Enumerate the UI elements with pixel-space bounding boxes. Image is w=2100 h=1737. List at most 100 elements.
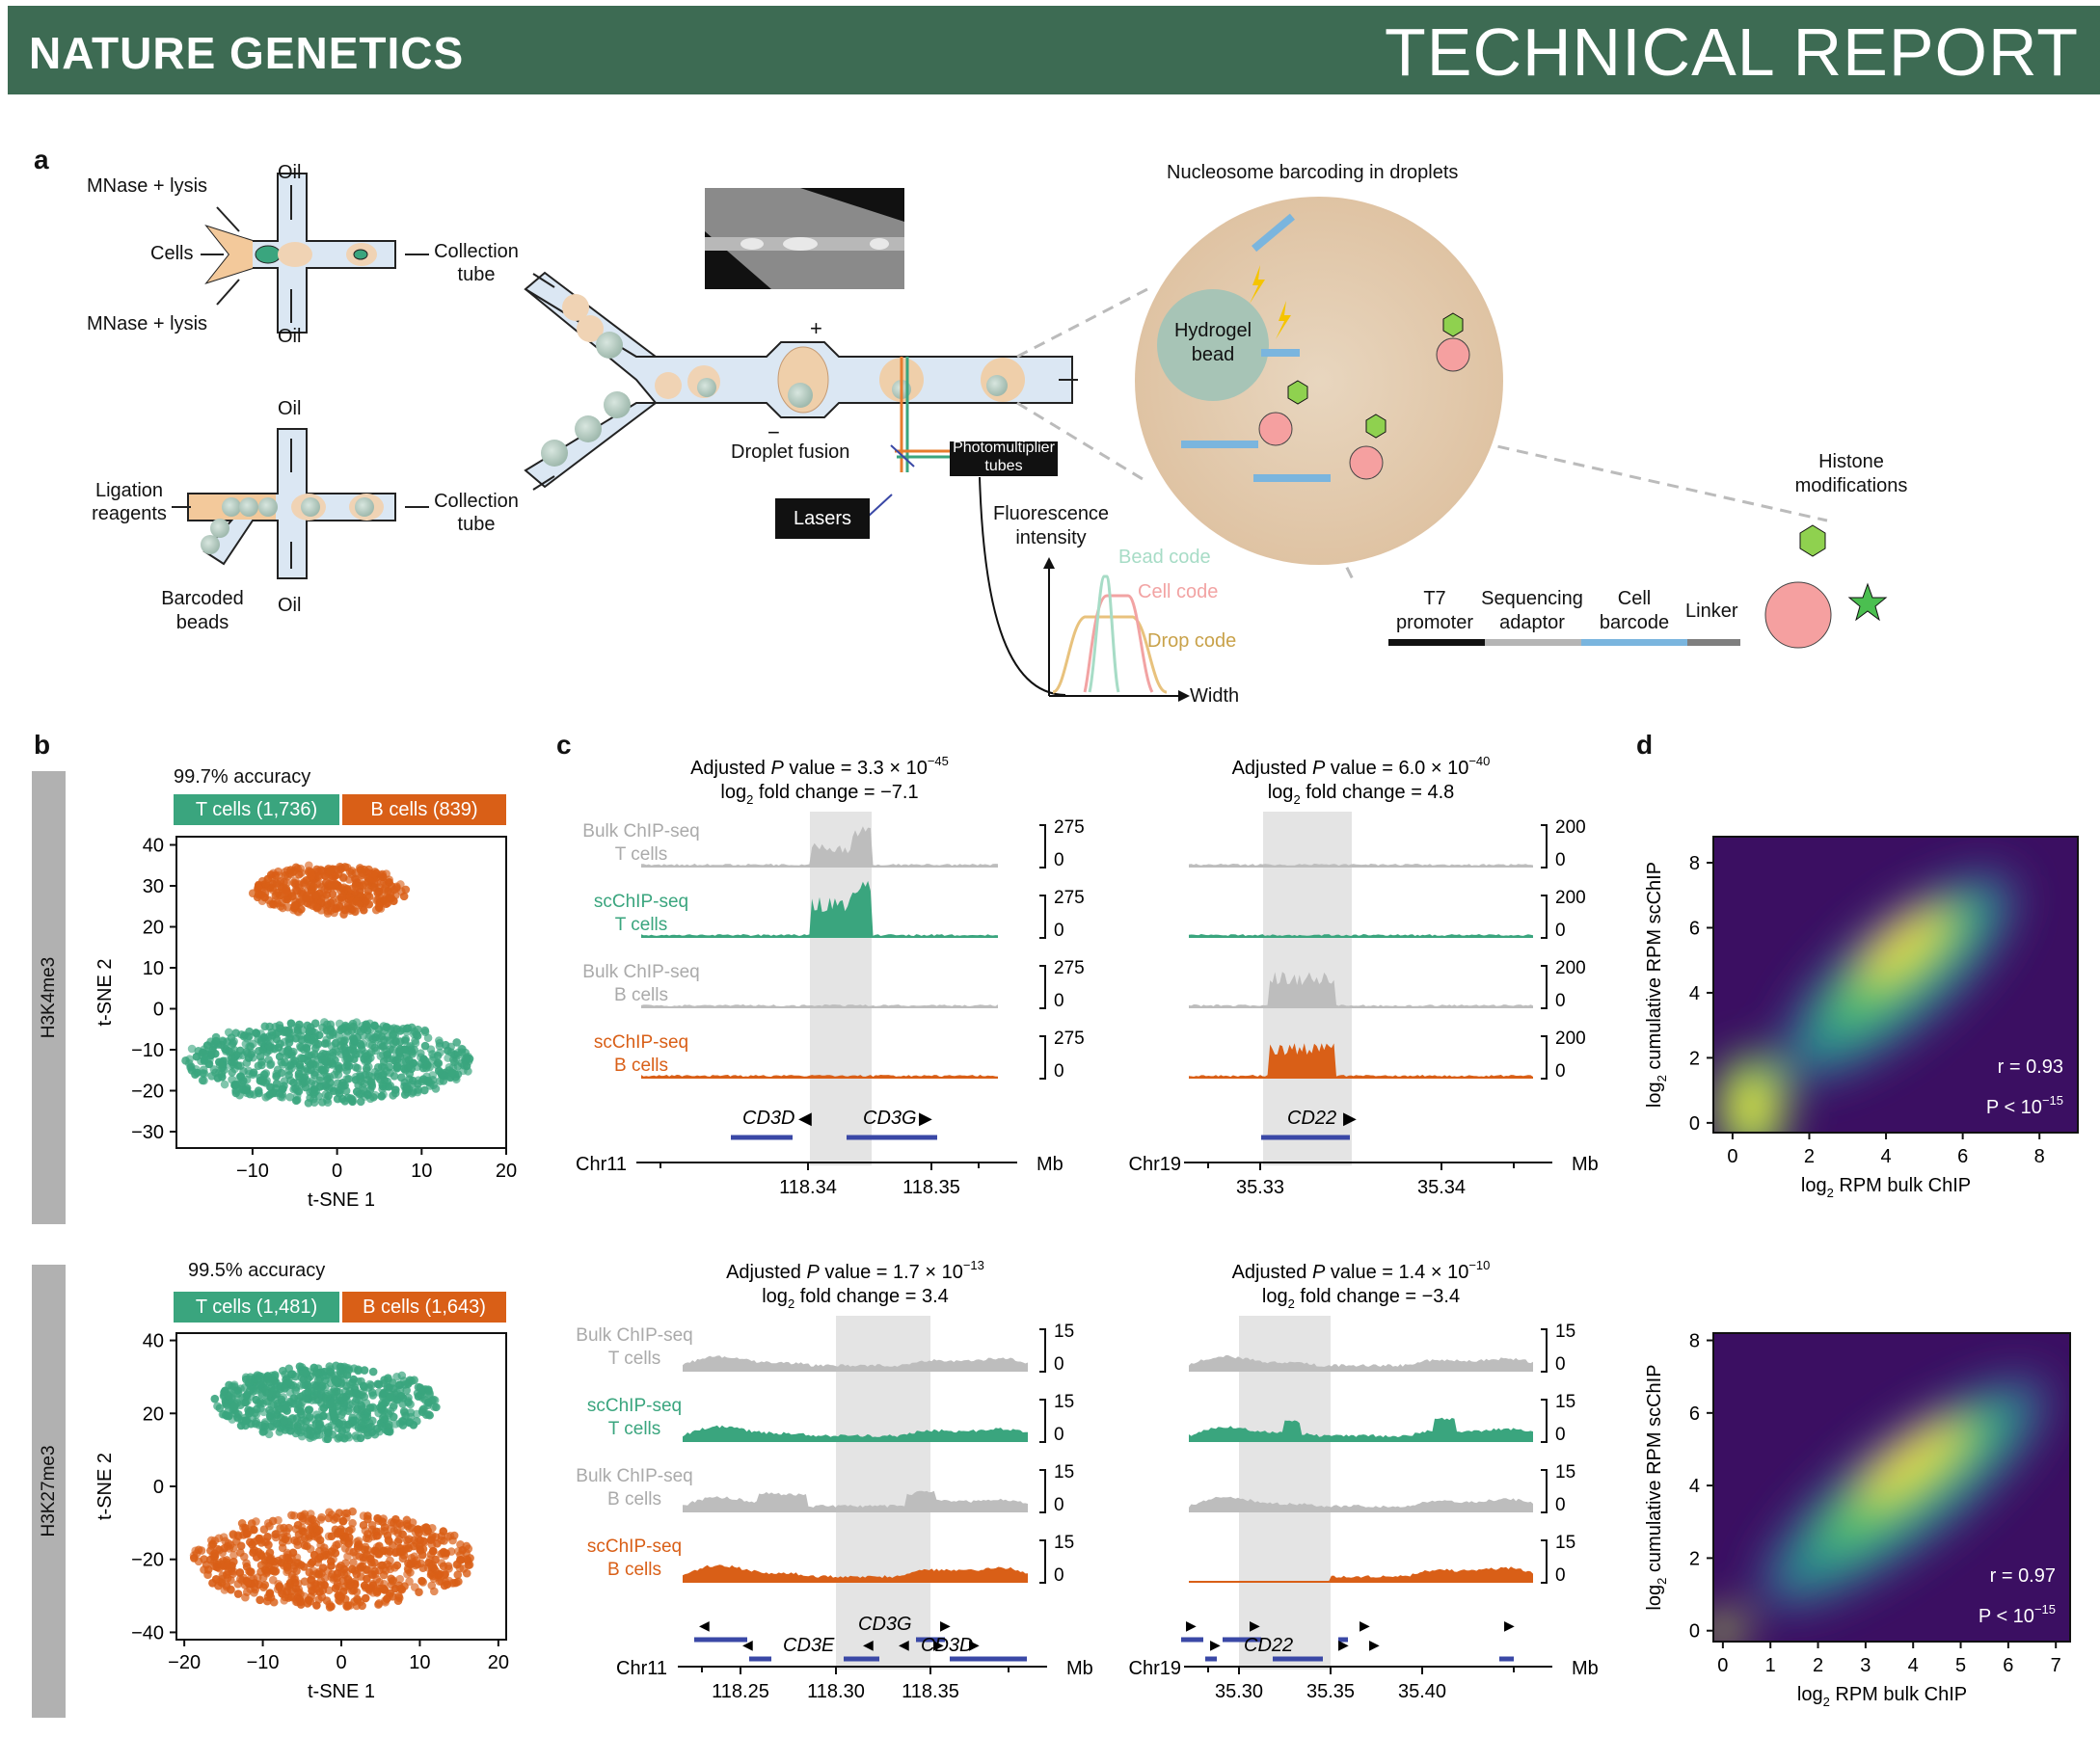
scatter-point	[198, 1048, 207, 1057]
scatter-point	[319, 1067, 329, 1076]
label-beads: beads	[175, 612, 229, 633]
scatter-point	[270, 900, 280, 909]
scatter-point	[342, 1054, 352, 1063]
label-cell-code: Cell code	[1138, 581, 1219, 602]
scatter-point	[390, 1072, 399, 1081]
scatter-point	[311, 1044, 320, 1053]
label-droplet-fusion: Droplet fusion	[731, 441, 850, 463]
label-oil-1: Oil	[278, 162, 302, 183]
scatter-point	[254, 1061, 263, 1071]
scatter-point	[351, 881, 361, 891]
scatter-point	[457, 1044, 466, 1054]
scatter-point	[328, 874, 337, 884]
label-t7-2: promoter	[1395, 612, 1474, 633]
label-cells: Cells	[150, 243, 194, 264]
scatter-point	[286, 866, 295, 874]
label-hydrogel-2: bead	[1191, 344, 1235, 365]
scatter-point	[337, 1026, 345, 1035]
y-tick-label: −20	[131, 1082, 164, 1103]
y-axis-label: t-SNE 2	[94, 958, 116, 1026]
scatter-point	[396, 880, 405, 889]
scatter-point	[245, 1027, 254, 1036]
scatter-point	[385, 875, 393, 884]
scatter-point	[395, 1037, 405, 1046]
scatter-point	[291, 1096, 301, 1106]
scatter-point	[356, 1027, 365, 1036]
scatter-point	[198, 1076, 207, 1085]
scatter-point	[290, 1056, 300, 1065]
x-tick-label: 4	[1908, 1655, 1919, 1676]
scatter-point	[383, 1055, 391, 1063]
scatter-point	[328, 1030, 337, 1039]
scatter-point	[296, 1042, 305, 1051]
scatter-point	[339, 1081, 348, 1090]
scatter-series-t-cells	[181, 1018, 474, 1108]
scatter-point	[256, 1052, 265, 1061]
scatter-point	[371, 1032, 380, 1042]
scatter-point	[293, 864, 303, 873]
scatter-point	[272, 1071, 282, 1081]
x-tick-label: 6	[1957, 1146, 1968, 1167]
label-collection-1: Collection	[434, 241, 519, 262]
y-tick-label: 2	[1689, 1048, 1700, 1069]
scatter-point	[186, 1062, 196, 1071]
scatter-point	[283, 902, 292, 912]
scatter-point	[366, 1025, 375, 1034]
scatter-point	[412, 1029, 421, 1039]
scatter-point	[320, 1056, 330, 1065]
panel-a-schematic	[172, 173, 1888, 702]
scatter-point	[355, 900, 363, 910]
scatter-point	[299, 1074, 309, 1083]
scatter-point	[305, 861, 313, 870]
scatter-point	[215, 1060, 225, 1069]
scatter-point	[285, 1092, 295, 1102]
x-tick-label: 20	[496, 1161, 517, 1182]
scatter-point	[409, 1058, 417, 1068]
panel-a-letter: a	[34, 145, 49, 174]
scatter-point	[261, 879, 270, 889]
scatter-point	[342, 1075, 351, 1083]
scatter-point	[282, 886, 291, 895]
scatter-point	[256, 1037, 266, 1047]
y-tick-label: 4	[1689, 983, 1700, 1004]
scatter-point	[266, 1059, 276, 1068]
mark-sidebar-h3k4me3: H3K4me3	[32, 771, 66, 1224]
scatter-point	[390, 1088, 400, 1098]
label-histone-1: Histone	[1818, 451, 1884, 472]
scatter-point	[447, 1068, 456, 1077]
scatter-point	[421, 1063, 431, 1073]
scatter-point	[245, 1042, 254, 1051]
scatter-point	[230, 1080, 240, 1089]
fluorescence-plot	[1043, 557, 1190, 702]
scatter-point	[237, 1029, 246, 1039]
scatter-point	[323, 906, 333, 916]
density-plot-2: 0 1 2 3 4 5 6 7 0 2 4 6 8 log2 RPM bulk ChIP log2 cumu…	[1644, 1331, 2071, 1709]
scatter-point	[260, 1022, 270, 1031]
scatter-point	[318, 890, 327, 899]
scatter-point	[431, 1084, 441, 1093]
scatter-point	[378, 1042, 388, 1052]
scatter-point	[420, 1056, 430, 1065]
x-axis-label: log2 RPM bulk ChIP	[1797, 1684, 1967, 1709]
scatter-point	[202, 1041, 212, 1050]
ligation-chip	[172, 428, 429, 579]
scatter-point	[312, 903, 321, 912]
scatter-point	[225, 1047, 233, 1056]
label-width: Width	[1190, 685, 1240, 707]
label-histone-2: modifications	[1794, 475, 1908, 496]
scatter-point	[307, 1035, 316, 1045]
nucleosome-droplet	[1016, 197, 1828, 584]
scatter-point	[238, 1083, 248, 1093]
scatter-point	[290, 901, 299, 910]
label-mnase-bottom: MNase + lysis	[87, 313, 208, 334]
label-reagents: reagents	[92, 503, 167, 524]
label-linker: Linker	[1685, 601, 1738, 622]
scatter-point	[337, 884, 347, 893]
scatter-point	[229, 1037, 238, 1046]
encapsulation-chip	[201, 173, 429, 334]
scatter-point	[284, 1066, 293, 1075]
y-axis-label: log2 cumulative RPM scChIP	[1644, 862, 1669, 1108]
scatter-point	[295, 883, 304, 893]
y-tick-label: 4	[1689, 1476, 1700, 1497]
scatter-point	[223, 1037, 231, 1047]
